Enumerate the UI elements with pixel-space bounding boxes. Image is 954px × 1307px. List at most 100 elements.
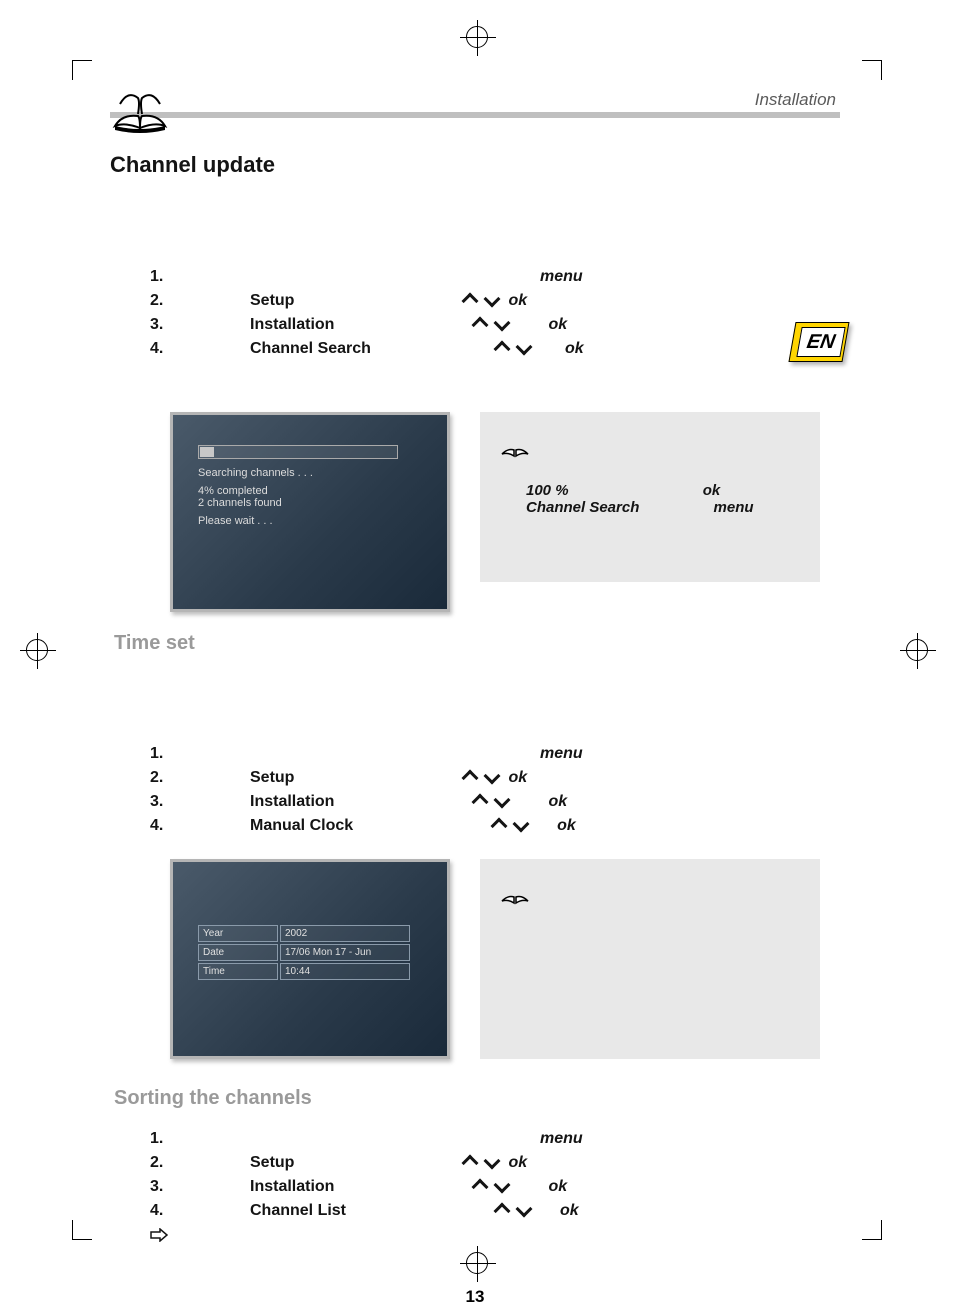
tv-text-line: Searching channels . . . — [198, 467, 422, 479]
page-corner-tr — [862, 60, 882, 80]
step-number: 3. — [150, 1178, 163, 1196]
step-number: 1. — [150, 268, 163, 286]
step-row: 1. menu — [150, 268, 840, 292]
step-row: 4. Channel Searchok — [150, 340, 840, 364]
note-text: 100 % — [526, 482, 569, 499]
chevron-up-icon — [493, 341, 510, 358]
tv-cell-value: 10:44 — [280, 963, 410, 980]
crop-mark-top — [466, 26, 488, 48]
chevron-up-icon — [472, 1179, 489, 1196]
step-text: menu — [540, 745, 583, 763]
step-number: 3. — [150, 316, 163, 334]
tv-text-line: 2 channels found — [198, 497, 422, 509]
step-body: menu — [250, 745, 583, 763]
step-number: 2. — [150, 292, 163, 310]
progress-bar — [198, 445, 398, 459]
step-text: ok — [508, 1154, 527, 1172]
continue-arrow-icon — [150, 1228, 840, 1247]
tv-table-row: Year2002 — [198, 925, 422, 942]
note-text: ok — [703, 482, 721, 499]
step-text: ok — [560, 1202, 579, 1220]
page-number: 13 — [110, 1287, 840, 1307]
step-text: ok — [565, 340, 584, 358]
step-text: Manual Clock — [250, 817, 353, 835]
chevron-down-icon — [494, 315, 511, 332]
step-text: Installation — [250, 793, 334, 811]
tv-text-line: Please wait . . . — [198, 515, 422, 527]
note-box-clock — [480, 859, 820, 1059]
tv-table-row: Date17/06 Mon 17 - Jun — [198, 944, 422, 961]
tv-cell-value: 2002 — [280, 925, 410, 942]
step-row: 1. menu — [150, 745, 840, 769]
note-book-icon — [500, 881, 800, 909]
step-text: ok — [557, 817, 576, 835]
step-body: Setup ok — [250, 769, 527, 787]
step-text: ok — [548, 316, 567, 334]
steps-channel-update: 1. menu 2. Setup ok 3. Installation ok 4. Channel… — [150, 268, 840, 364]
section-title-time-set: Time set — [114, 632, 840, 655]
tv-table-row: Time10:44 — [198, 963, 422, 980]
tv-clock-table: Year2002Date17/06 Mon 17 - JunTime10:44 — [198, 925, 422, 980]
step-number: 4. — [150, 817, 163, 835]
step-number: 4. — [150, 340, 163, 358]
note-text: Channel Search — [526, 499, 639, 516]
step-body: Channel Listok — [250, 1202, 579, 1220]
chevron-down-icon — [484, 768, 501, 785]
step-text: ok — [548, 1178, 567, 1196]
step-text: Installation — [250, 316, 334, 334]
step-text: menu — [540, 1130, 583, 1148]
step-body: menu — [250, 1130, 583, 1148]
step-body: Installation ok — [250, 793, 567, 811]
step-number: 1. — [150, 745, 163, 763]
chevron-up-icon — [462, 293, 479, 310]
step-row: 4. Manual Clock ok — [150, 817, 840, 841]
chevron-down-icon — [494, 792, 511, 809]
book-icon — [110, 84, 172, 139]
section-title-channel-update: Channel update — [110, 152, 840, 178]
page-content: Installation EN Channel update 1.menu2.S… — [110, 90, 840, 1307]
step-number: 4. — [150, 1202, 163, 1220]
step-row: 4. Channel Listok — [150, 1202, 840, 1226]
chevron-up-icon — [472, 317, 489, 334]
steps-sorting: 1.menu2.Setupok3.Installationok4.Channel… — [150, 1130, 840, 1226]
page-corner-tl — [72, 60, 92, 80]
step-body: menu — [250, 268, 583, 286]
crop-mark-right — [906, 639, 928, 661]
tv-screenshot-search: Searching channels . . . 4% completed 2 … — [170, 412, 450, 612]
tv-cell-label: Date — [198, 944, 278, 961]
chevron-down-icon — [484, 1153, 501, 1170]
step-body: Setup ok — [250, 1154, 527, 1172]
step-body: Setup ok — [250, 292, 527, 310]
tv-screenshot-clock: Year2002Date17/06 Mon 17 - JunTime10:44 — [170, 859, 450, 1059]
step-text: ok — [508, 292, 527, 310]
step-row: 3. Installation ok — [150, 316, 840, 340]
step-number: 1. — [150, 1130, 163, 1148]
step-body: Installation ok — [250, 316, 567, 334]
step-text: Setup — [250, 769, 294, 787]
chevron-up-icon — [472, 794, 489, 811]
step-text: ok — [508, 769, 527, 787]
step-number: 3. — [150, 793, 163, 811]
tv-cell-label: Year — [198, 925, 278, 942]
chevron-up-icon — [462, 1155, 479, 1172]
tv-text-line: 4% completed — [198, 485, 422, 497]
step-text: Setup — [250, 292, 294, 310]
step-row: 2.Setupok — [150, 769, 840, 793]
note-text: menu — [714, 499, 754, 516]
step-row: 3. Installation ok — [150, 793, 840, 817]
chevron-up-icon — [494, 1203, 511, 1220]
step-body: Installation ok — [250, 1178, 567, 1196]
crop-mark-left — [26, 639, 48, 661]
step-row: 3. Installation ok — [150, 1178, 840, 1202]
step-body: Channel Searchok — [250, 340, 584, 358]
note-box-search: 100 % ok Channel Search menu — [480, 412, 820, 582]
step-text: ok — [548, 793, 567, 811]
tv-cell-value: 17/06 Mon 17 - Jun — [280, 944, 410, 961]
page-corner-br — [862, 1220, 882, 1240]
chevron-up-icon — [491, 818, 508, 835]
row-channel-update: Searching channels . . . 4% completed 2 … — [170, 412, 840, 612]
step-text: Setup — [250, 1154, 294, 1172]
step-text: Installation — [250, 1178, 334, 1196]
tv-cell-label: Time — [198, 963, 278, 980]
chevron-down-icon — [516, 1201, 533, 1218]
